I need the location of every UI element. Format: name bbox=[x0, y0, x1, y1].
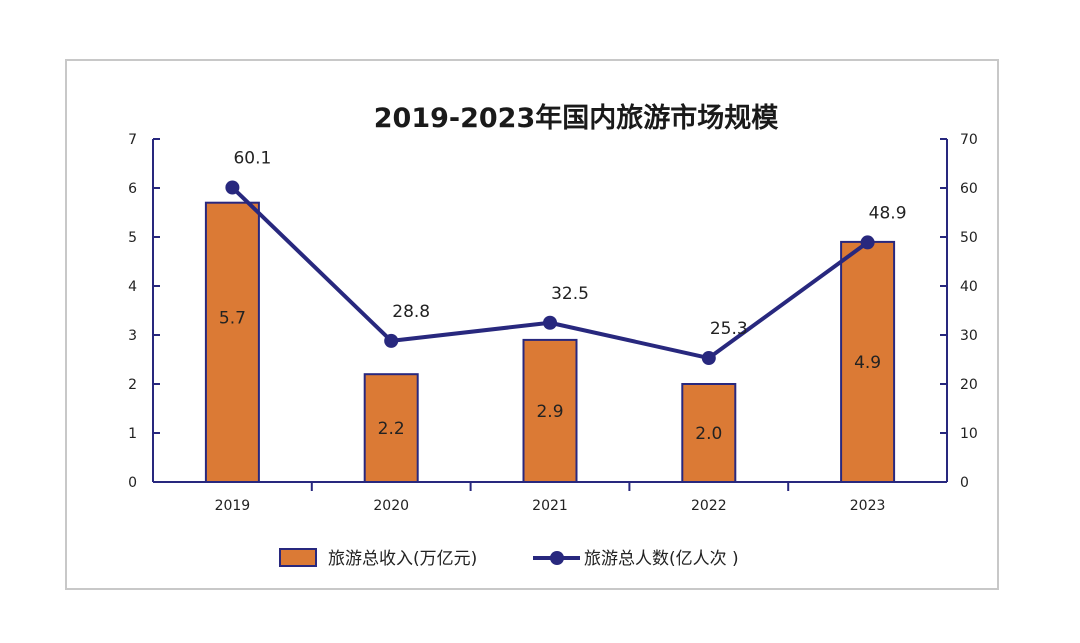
line-point bbox=[384, 333, 399, 348]
y-right-tick-label: 50 bbox=[960, 230, 978, 246]
legend: 旅游总收入(万亿元) 旅游总人数(亿人次 ) bbox=[279, 548, 739, 569]
y-left-tick-label: 5 bbox=[128, 230, 137, 246]
bar-value-label: 2.2 bbox=[378, 419, 405, 439]
bar-value-label: 4.9 bbox=[854, 353, 881, 373]
bar bbox=[204, 201, 260, 483]
bar-value-label: 2.9 bbox=[536, 402, 563, 422]
y-left-tick-label: 1 bbox=[128, 426, 137, 442]
line-value-label: 32.5 bbox=[551, 284, 589, 304]
y-left-tick-label: 3 bbox=[128, 328, 137, 344]
line-value-label: 60.1 bbox=[233, 149, 271, 169]
chart-frame: 2019-2023年国内旅游市场规模 0 1 2 3 4 5 6 7 0 10 20 30 40 50 60… bbox=[65, 59, 999, 590]
chart-title: 2019-2023年国内旅游市场规模 bbox=[374, 102, 779, 134]
y-left-tick-label: 0 bbox=[128, 475, 137, 491]
line-value-label: 48.9 bbox=[869, 203, 907, 223]
bar bbox=[840, 240, 896, 483]
bar-value-label: 2.0 bbox=[695, 424, 722, 444]
x-tick-label: 2023 bbox=[850, 498, 886, 514]
bar bbox=[363, 373, 419, 484]
line-value-label: 28.8 bbox=[392, 302, 430, 322]
y-left-tick-label: 6 bbox=[128, 181, 137, 197]
x-tick-label: 2019 bbox=[215, 498, 251, 514]
y-right-tick-label: 20 bbox=[960, 377, 978, 393]
y-right-tick-label: 40 bbox=[960, 279, 978, 295]
chart-svg: 2019-2023年国内旅游市场规模 012345670102030405060… bbox=[128, 102, 978, 569]
y-right-tick-label: 30 bbox=[960, 328, 978, 344]
bar bbox=[522, 338, 578, 483]
x-tick-label: 2021 bbox=[532, 498, 568, 514]
y-left-tick-label: 4 bbox=[128, 279, 137, 295]
legend-bar-label: 旅游总收入(万亿元) bbox=[328, 549, 477, 569]
y-right-tick-label: 0 bbox=[960, 475, 969, 491]
y-right-tick-label: 10 bbox=[960, 426, 978, 442]
x-tick-label: 2022 bbox=[691, 498, 727, 514]
line-value-label: 25.3 bbox=[710, 319, 748, 339]
y-left-tick-label: 2 bbox=[128, 377, 137, 393]
legend-line-marker bbox=[550, 551, 564, 565]
x-tick-label: 2020 bbox=[373, 498, 409, 514]
bar bbox=[681, 383, 737, 483]
line-point bbox=[543, 315, 557, 330]
y-right-tick-label: 70 bbox=[960, 132, 978, 148]
line-point bbox=[860, 235, 875, 250]
line-point bbox=[225, 180, 240, 195]
bar-value-label: 5.7 bbox=[219, 308, 246, 328]
y-left-tick-label: 7 bbox=[128, 132, 137, 148]
line-point bbox=[701, 351, 716, 366]
y-right-tick-label: 60 bbox=[960, 181, 978, 197]
legend-line-label: 旅游总人数(亿人次 ) bbox=[584, 549, 739, 569]
legend-bar-swatch bbox=[279, 548, 317, 567]
line-series bbox=[231, 186, 869, 361]
